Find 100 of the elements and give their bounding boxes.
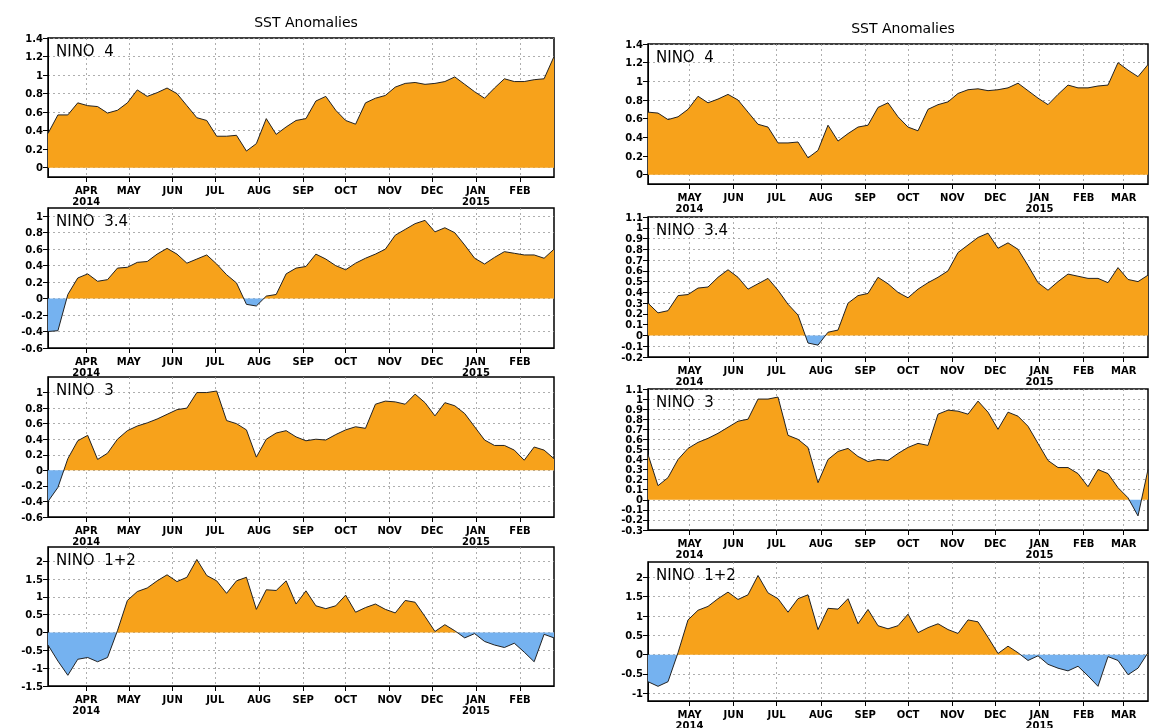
y-tick-label: 0.7 [625,423,644,435]
y-tick-label: -0.4 [21,495,44,507]
y-tick-label: -0.1 [621,340,644,352]
y-tick-label: 2 [36,555,44,567]
x-tick-label: MAY 2014 [675,192,704,214]
x-tick-label: JUN [722,538,744,549]
x-tick-label: DEC [983,192,1007,203]
x-tick-label: JAN 2015 [1025,538,1054,560]
y-tick-label: -0.5 [621,668,644,680]
y-tick-label: 0.6 [625,113,644,125]
y-tick-label: 1.1 [625,383,644,395]
x-tick-label: NOV [940,538,965,549]
x-tick-label: OCT [334,525,358,536]
y-tick-label: -0.2 [21,309,44,321]
x-tick-label: MAY [116,356,142,367]
y-tick-label: -0.3 [621,524,644,536]
x-tick-label: JUL [205,694,225,705]
x-tick-label: JUL [766,365,787,376]
y-tick-label: 0.4 [625,454,644,465]
x-tick-label: JAN 2015 [462,694,490,716]
y-tick-label: 0 [636,169,644,181]
x-tick-label: JUL [766,538,787,549]
x-tick-label: AUG [808,192,833,203]
x-tick-label: AUG [808,709,833,720]
x-tick-label: NOV [940,192,965,203]
y-tick-label: 0.5 [625,629,644,641]
x-tick-label: DEC [420,185,444,196]
annotation: NINO 3.4 [56,211,129,230]
x-tick-label: JUL [205,185,225,196]
x-tick-label: OCT [334,356,358,367]
x-tick-label: DEC [420,356,444,367]
y-tick-label: 1.4 [625,38,644,50]
x-tick-label: JAN 2015 [462,525,490,547]
annotation: NINO 4 [56,41,114,60]
y-tick-label: 0.6 [625,265,644,277]
x-tick-label: AUG [247,525,272,536]
x-tick-label: FEB [509,525,531,536]
y-tick-label: 0.8 [25,402,44,414]
y-tick-label: 0.4 [25,433,44,445]
x-tick-label: AUG [247,185,272,196]
y-tick-label: -0.1 [621,504,644,516]
y-tick-label: -0.2 [21,480,44,492]
x-tick-label: SEP [854,365,876,376]
x-tick-label: JUN [722,365,744,376]
x-tick-label: DEC [983,538,1007,549]
y-tick-label: 1 [636,75,644,87]
x-tick-label: OCT [896,192,920,203]
x-tick-label: JUN [722,192,744,203]
y-tick-label: 1.2 [25,51,44,63]
x-tick-label: APR 2014 [72,694,101,716]
annotation: NINO 1+2 [656,565,736,584]
x-tick-label: JAN 2015 [462,185,490,207]
y-tick-label: 1 [636,222,644,234]
x-tick-label: NOV [940,365,965,376]
x-tick-label: FEB [1073,538,1095,549]
y-tick-label: 0.8 [25,227,44,239]
chart-title: SST Anomalies [851,20,955,36]
x-tick-label: OCT [334,185,358,196]
x-tick-label: SEP [854,709,876,720]
x-tick-label: OCT [896,538,920,549]
y-tick-label: 0.1 [625,484,644,496]
y-tick-label: 0.5 [625,443,644,455]
y-tick-label: 1 [36,591,44,603]
y-tick-label: 1.5 [25,573,44,585]
y-tick-label: -0.2 [621,351,644,363]
x-tick-label: NOV [377,525,403,536]
y-tick-label: 0.8 [25,88,44,100]
x-tick-label: SEP [854,192,876,203]
y-tick-label: 0.2 [25,276,44,288]
annotation: NINO 3 [56,380,114,399]
x-tick-label: OCT [896,365,920,376]
y-tick-label: 0.3 [625,464,644,476]
x-tick-label: NOV [377,185,403,196]
x-tick-label: AUG [247,356,272,367]
x-tick-label: AUG [808,365,833,376]
y-tick-label: 0.5 [25,609,44,621]
x-tick-label: FEB [509,694,531,705]
x-tick-label: JAN 2015 [1025,365,1054,387]
y-tick-label: 0.9 [625,403,644,415]
x-tick-label: JUN [722,709,744,720]
y-tick-label: 0.6 [25,106,44,118]
y-tick-label: 0 [36,293,44,305]
y-tick-label: 1 [36,69,44,81]
y-tick-label: 0 [636,329,644,341]
x-tick-label: MAY [116,185,142,196]
x-tick-label: MAY [116,694,142,705]
x-tick-label: SEP [854,538,876,549]
y-tick-label: 1 [636,393,644,405]
y-tick-label: 1.1 [625,211,644,223]
y-tick-label: 0.8 [625,413,644,425]
x-tick-label: APR 2014 [72,356,101,378]
x-tick-label: MAR [1111,192,1137,203]
x-tick-label: FEB [1073,709,1095,720]
x-tick-label: JUL [766,192,787,203]
y-tick-label: 0 [36,627,44,639]
x-tick-label: MAR [1111,709,1137,720]
y-tick-label: 0 [36,162,44,174]
x-tick-label: JUN [161,185,183,196]
x-tick-label: NOV [377,356,403,367]
x-tick-label: MAY 2014 [675,538,704,560]
